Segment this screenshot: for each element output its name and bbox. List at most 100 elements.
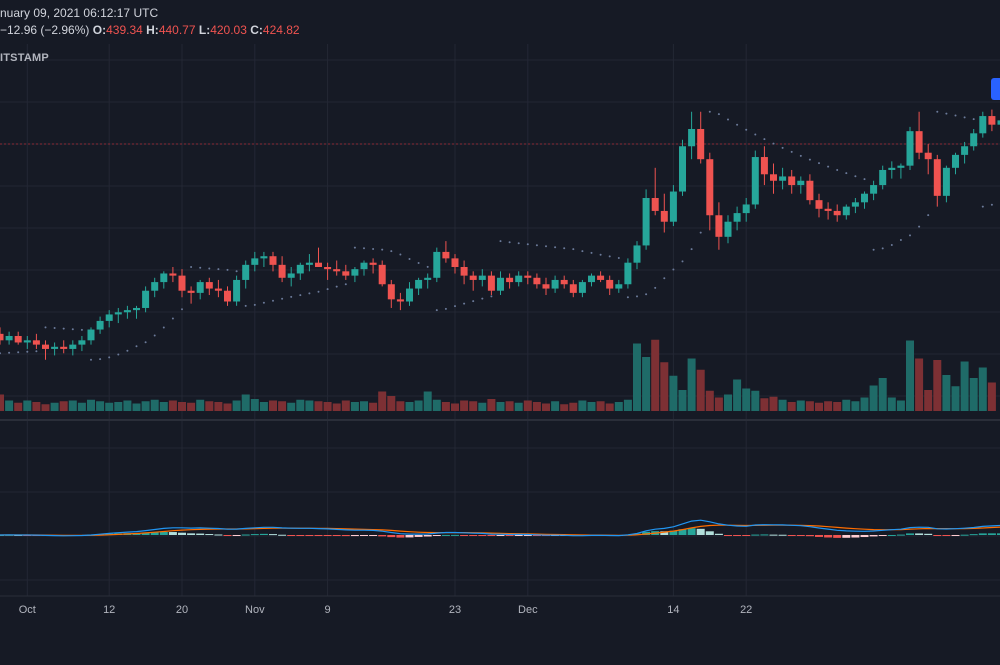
sar-dot (572, 248, 574, 250)
macd-histogram-bar (451, 535, 459, 536)
sar-dot (181, 308, 183, 310)
candle-body (306, 263, 313, 265)
macd-histogram-bar (897, 535, 905, 536)
sar-dot (208, 267, 210, 269)
volume-bar (214, 402, 222, 411)
sar-dot (481, 298, 483, 300)
candle-body (888, 168, 895, 170)
candle-body (188, 291, 195, 293)
candle-body (552, 280, 559, 289)
sar-dot (754, 134, 756, 136)
candle-body (934, 159, 941, 196)
sar-dot (682, 260, 684, 262)
volume-bar (369, 403, 377, 411)
volume-bar (78, 403, 86, 411)
candle-body (688, 129, 695, 146)
volume-bar (123, 401, 131, 412)
sar-dot (636, 295, 638, 297)
sar-dot (918, 226, 920, 228)
candle-body (479, 276, 486, 280)
macd-histogram-bar (933, 535, 941, 536)
macd-histogram-bar (205, 534, 213, 535)
current-price-tag[interactable] (991, 78, 1000, 100)
volume-bar (815, 403, 823, 411)
candle-body (388, 284, 395, 299)
candle-body (897, 166, 904, 168)
sar-dot (381, 249, 383, 251)
candle-body (925, 153, 932, 159)
volume-bar (196, 400, 204, 411)
volume-bar (779, 400, 787, 411)
volume-bar (278, 401, 286, 411)
macd-histogram-bar (233, 535, 241, 536)
volume-bar (924, 390, 932, 411)
candle-body (260, 256, 267, 258)
candle-body (715, 215, 722, 237)
sar-dot (72, 328, 74, 330)
macd-histogram-bar (415, 535, 423, 537)
candle-body (224, 291, 231, 302)
volume-bar (715, 398, 723, 412)
candle-body (970, 133, 977, 146)
candle-body (788, 176, 795, 185)
sar-dot (26, 351, 28, 353)
volume-bar (424, 392, 432, 412)
volume-bar (105, 403, 113, 411)
sar-dot (500, 240, 502, 242)
sar-dot (390, 250, 392, 252)
volume-bar (305, 401, 313, 412)
volume-bar (679, 390, 687, 411)
macd-histogram-bar (742, 535, 750, 536)
macd-histogram-bar (861, 535, 869, 537)
volume-bar (87, 400, 95, 411)
volume-bar (5, 401, 13, 412)
volume-bar (733, 380, 741, 412)
sar-dot (190, 266, 192, 268)
volume-bar (478, 403, 486, 411)
macd-histogram-bar (706, 531, 714, 535)
header-change: −12.96 (−2.96%) (0, 23, 89, 37)
sar-dot (618, 257, 620, 259)
candle-body (88, 330, 95, 341)
candle-body (597, 276, 604, 280)
macd-histogram-bar (178, 533, 186, 535)
volume-bar (378, 392, 386, 412)
candle-body (442, 252, 449, 258)
candle-body (42, 345, 49, 349)
candle-body (806, 181, 813, 200)
sar-dot (763, 138, 765, 140)
sar-dot (909, 234, 911, 236)
macd-histogram-bar (879, 535, 887, 536)
candle-body (979, 116, 986, 133)
macd-histogram-bar (214, 534, 222, 535)
macd-histogram-bar (688, 528, 696, 535)
candle-body (406, 289, 413, 302)
candle-body (679, 146, 686, 191)
volume-bar (824, 401, 832, 411)
macd-histogram-bar (961, 535, 969, 536)
macd-histogram-bar (770, 535, 778, 536)
candle-body (315, 263, 322, 267)
macd-histogram-bar (433, 535, 441, 536)
volume-bar (833, 402, 841, 411)
sar-dot (900, 239, 902, 241)
volume-bar (952, 386, 960, 411)
macd-histogram-bar (242, 535, 250, 536)
candle-body (142, 291, 149, 308)
volume-bar (870, 386, 878, 412)
sar-dot (126, 350, 128, 352)
macd-histogram-bar (278, 535, 286, 536)
volume-bar (315, 401, 323, 411)
candle-body (588, 276, 595, 282)
sar-dot (172, 317, 174, 319)
candle-body (242, 265, 249, 280)
macd-histogram-bar (842, 535, 850, 538)
macd-histogram-bar (260, 534, 268, 535)
macd-histogram-bar (406, 535, 414, 537)
sar-dot (8, 352, 10, 354)
low-value: 420.03 (210, 23, 247, 37)
macd-histogram-bar (988, 533, 996, 535)
macd-histogram-bar (751, 535, 759, 536)
